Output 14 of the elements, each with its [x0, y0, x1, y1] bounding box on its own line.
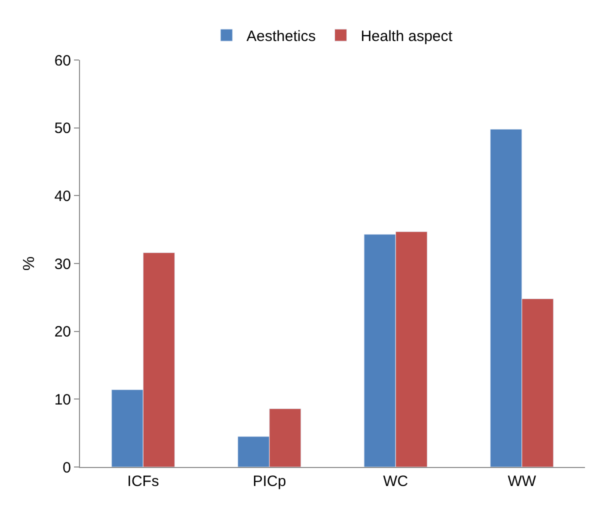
x-tick-label: WC [383, 473, 408, 490]
y-tick-label: 60 [54, 52, 71, 70]
legend-label: Aesthetics [246, 28, 316, 45]
y-tick-label: 10 [54, 391, 71, 408]
y-tick-label: 50 [54, 120, 71, 138]
y-tick-label: 20 [54, 324, 71, 341]
x-tick-label: WW [508, 473, 537, 490]
x-tick-label: PICp [252, 473, 286, 490]
legend-label: Health aspect [360, 28, 454, 45]
y-axis-title: % [21, 256, 38, 271]
y-tick-label: 30 [54, 256, 71, 273]
y-tick-label: 0 [62, 459, 71, 476]
x-tick-label: ICFs [127, 473, 159, 490]
y-tick-label: 40 [54, 188, 71, 205]
